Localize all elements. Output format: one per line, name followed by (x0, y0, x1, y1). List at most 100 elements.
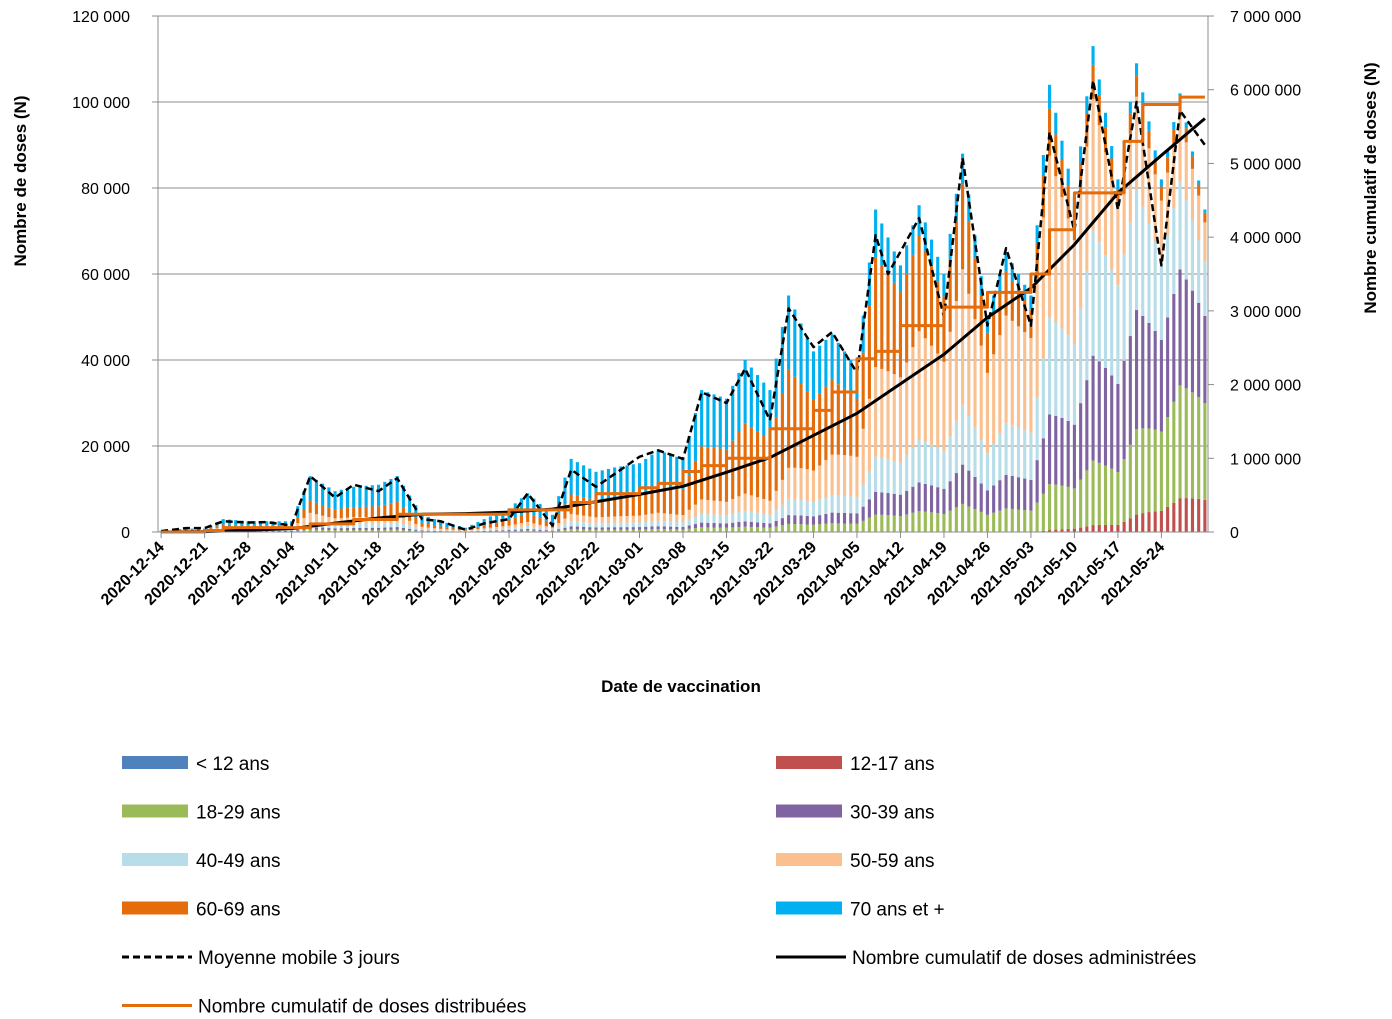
y-tick-label: 0 (121, 525, 130, 542)
bar-segment (724, 523, 729, 528)
bar-segment (582, 515, 586, 523)
bar-segment (1060, 485, 1064, 530)
bar-segment (880, 368, 884, 458)
bar-segment (327, 517, 331, 525)
bar-segment (314, 529, 318, 532)
bar-segment (737, 431, 741, 497)
bar-segment (749, 367, 753, 428)
bar-segment (886, 493, 890, 516)
bar-segment (1147, 224, 1151, 323)
bar-segment (762, 498, 766, 514)
bar-segment (818, 524, 822, 532)
bar-segment (606, 516, 610, 524)
bar-segment (669, 521, 673, 527)
bar-segment (1172, 144, 1176, 209)
bar-segment (985, 514, 989, 532)
bar-segment (675, 487, 679, 515)
bar-segment (675, 526, 679, 530)
bar-segment (314, 502, 318, 515)
bar-segment (992, 312, 996, 355)
bar-segment (830, 334, 834, 380)
bar-segment (855, 398, 859, 457)
bar-segment (439, 528, 443, 531)
bar-segment (737, 526, 741, 532)
bar-segment (1054, 176, 1058, 323)
bar-segment (619, 516, 623, 523)
bar-segment (550, 529, 555, 531)
bar-segment (1116, 383, 1120, 473)
bar-segment (830, 495, 834, 513)
bar-segment (1190, 156, 1195, 169)
bar-segment (830, 523, 834, 532)
bar-segment (693, 516, 697, 525)
bar-segment (1159, 200, 1163, 261)
bar-segment (1091, 230, 1095, 356)
bar-segment (1178, 385, 1182, 499)
bar-segment (1147, 512, 1151, 532)
legend-label: 70 ans et + (850, 900, 945, 921)
bar-segment (637, 463, 642, 494)
bar-segment (886, 515, 890, 532)
bar-segment (488, 530, 492, 532)
bar-segment (302, 508, 306, 518)
bar-segment (756, 527, 760, 532)
bar-segment (824, 497, 828, 514)
bar-segment (619, 466, 623, 497)
bar-segment (1116, 207, 1120, 286)
bar-segment (923, 222, 927, 252)
bar-segment (874, 514, 878, 532)
legend-swatch (122, 756, 188, 769)
bar-segment (756, 375, 760, 432)
bar-segment (749, 495, 753, 512)
bar-segment (1190, 392, 1195, 499)
legend-swatch (122, 804, 188, 818)
bar-segment (1066, 528, 1070, 532)
bar-segment (277, 530, 281, 532)
bar-segment (582, 497, 586, 516)
bar-segment (258, 521, 263, 526)
bar-segment (569, 521, 573, 527)
bar-segment (849, 455, 853, 497)
bar-segment (1159, 186, 1163, 201)
bar-segment (1122, 254, 1126, 361)
bar-segment (352, 527, 356, 530)
bar-segment (339, 489, 343, 509)
bar-segment (333, 530, 337, 532)
bar-segment (1197, 195, 1201, 241)
bar-segment (377, 506, 381, 518)
bar-segment (308, 476, 312, 501)
bar-segment (532, 526, 536, 530)
bar-segment (687, 474, 691, 510)
bar-segment (1190, 151, 1195, 157)
bar-segment (352, 486, 356, 508)
bar-segment (793, 376, 797, 468)
bar-segment (327, 524, 331, 528)
bar-segment (526, 521, 530, 527)
bar-segment (842, 495, 847, 513)
bar-segment (501, 530, 505, 532)
bar-segment (1172, 208, 1176, 294)
bar-segment (1091, 355, 1095, 461)
bar-segment (687, 528, 691, 532)
bar-segment (662, 526, 666, 530)
legend-label: 18-29 ans (196, 803, 281, 824)
bar-segment (1166, 506, 1170, 532)
bar-segment (1041, 530, 1045, 532)
bar-segment (830, 379, 834, 455)
bar-segment (793, 515, 797, 525)
bar-segment (1203, 222, 1207, 262)
bar-segment (389, 478, 393, 504)
bar-segment (345, 488, 350, 508)
bar-segment (731, 527, 735, 532)
bar-segment (762, 382, 766, 436)
bar-segment (929, 485, 934, 513)
bar-segment (414, 530, 418, 532)
bar-segment (1134, 429, 1139, 515)
bar-segment (439, 530, 443, 532)
bar-segment (1023, 300, 1027, 333)
bar-segment (1041, 217, 1045, 359)
bar-segment (364, 529, 368, 532)
bar-segment (979, 440, 983, 484)
bar-segment (290, 530, 294, 531)
